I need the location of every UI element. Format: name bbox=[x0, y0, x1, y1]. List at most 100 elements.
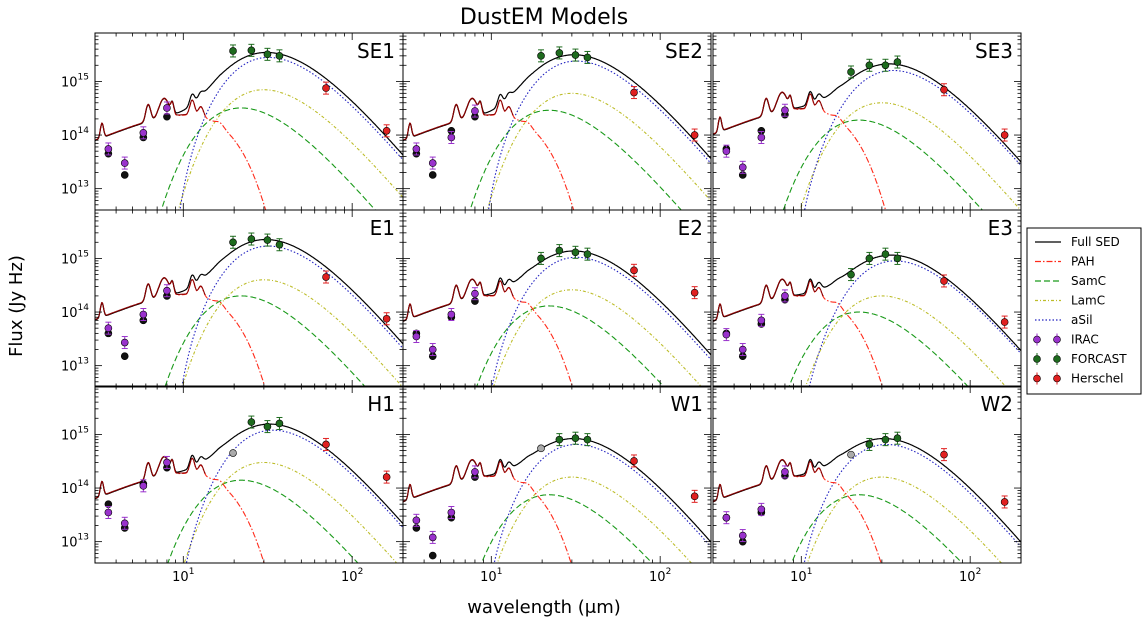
full-model-line bbox=[403, 250, 711, 356]
panel-se1: 1013 1014 1015 SE1 bbox=[61, 32, 404, 211]
forcast-point bbox=[865, 254, 874, 263]
grey-point bbox=[537, 444, 545, 453]
x-tick-label: 102 bbox=[341, 567, 363, 585]
forcast-point bbox=[881, 61, 890, 70]
irac-point bbox=[722, 330, 731, 339]
forcast-point bbox=[555, 49, 564, 57]
forcast-point bbox=[571, 434, 580, 443]
herschel-point bbox=[322, 273, 330, 281]
samc-model-line bbox=[475, 305, 665, 387]
y-tick-label: 1015 bbox=[61, 249, 89, 267]
pah-model-detail-line bbox=[95, 97, 206, 141]
herschel-point bbox=[382, 126, 391, 135]
lamc-model-line bbox=[806, 476, 1003, 563]
irac-point bbox=[139, 310, 148, 319]
black-model-point bbox=[428, 551, 437, 560]
pah-model-detail-line bbox=[95, 455, 206, 499]
legend-entry-asil: aSil bbox=[1035, 313, 1093, 327]
herschel-point bbox=[630, 88, 638, 97]
panel-label: E3 bbox=[988, 216, 1013, 240]
plot-area bbox=[403, 46, 711, 210]
irac-point bbox=[412, 516, 421, 525]
pah-model-detail-line bbox=[713, 458, 824, 502]
lamc-model-line bbox=[177, 89, 403, 210]
legend-label: IRAC bbox=[1071, 333, 1099, 347]
irac-point bbox=[471, 289, 479, 298]
herschel-point bbox=[690, 288, 699, 297]
lamc-model-line bbox=[496, 476, 693, 563]
y-axis-label: Flux (Jy Hz) bbox=[6, 255, 27, 357]
lamc-model-line bbox=[183, 461, 398, 563]
samc-model-line bbox=[167, 479, 359, 563]
irac-point bbox=[428, 345, 437, 354]
axis-ticks bbox=[712, 32, 1022, 211]
full-model-line bbox=[713, 254, 1021, 352]
forcast-point bbox=[881, 435, 890, 444]
irac-point bbox=[104, 508, 113, 517]
forcast-point bbox=[263, 50, 272, 59]
forcast-point bbox=[847, 270, 855, 279]
y-tick-label: 1014 bbox=[61, 479, 89, 497]
legend-marker bbox=[1053, 374, 1061, 383]
irac-point bbox=[428, 159, 437, 167]
irac-point bbox=[471, 468, 479, 476]
irac-point bbox=[757, 133, 766, 142]
x-tick-label: 101 bbox=[480, 567, 502, 585]
y-tick-label: 1014 bbox=[61, 126, 89, 144]
irac-point bbox=[412, 145, 421, 153]
legend-marker bbox=[1053, 355, 1061, 363]
irac-point bbox=[120, 338, 129, 347]
herschel-point bbox=[630, 266, 638, 275]
forcast-point bbox=[247, 235, 256, 243]
pah-model-detail-line bbox=[95, 277, 206, 321]
irac-point bbox=[738, 345, 747, 354]
irac-point bbox=[428, 533, 437, 542]
pah-model-detail-line bbox=[403, 458, 514, 502]
pah-model-detail-line bbox=[713, 91, 824, 135]
panel-se3: SE3 bbox=[712, 32, 1022, 211]
panels-grid: 1013 1014 1015 SE1 SE2 SE3 1013 1014 1015 E1 E2 E3 1… bbox=[61, 32, 1022, 585]
axis-ticks bbox=[402, 209, 712, 388]
irac-point bbox=[139, 129, 148, 137]
herschel-point bbox=[630, 457, 638, 465]
herschel-point bbox=[690, 492, 699, 501]
legend-entry-forcast: FORCAST bbox=[1033, 352, 1127, 366]
legend-label: Full SED bbox=[1071, 235, 1120, 249]
panel-e3: E3 bbox=[712, 209, 1022, 388]
axis-ticks bbox=[94, 32, 404, 211]
irac-point bbox=[781, 106, 789, 115]
legend-label: SamC bbox=[1071, 274, 1106, 288]
legend-entry-pah: PAH bbox=[1035, 255, 1095, 269]
lamc-model-line bbox=[799, 102, 1021, 210]
herschel-point bbox=[1000, 131, 1009, 139]
pah-model-detail-line bbox=[403, 97, 514, 141]
irac-point bbox=[447, 133, 456, 142]
herschel-point bbox=[940, 450, 948, 459]
legend-entry-irac: IRAC bbox=[1033, 333, 1099, 347]
forcast-point bbox=[555, 246, 564, 255]
forcast-point bbox=[229, 238, 237, 247]
forcast-point bbox=[893, 434, 902, 443]
panel-w2: 101 102 W2 bbox=[712, 385, 1022, 585]
plot-area bbox=[95, 415, 403, 563]
panel-label: E1 bbox=[370, 216, 395, 240]
full-model-line bbox=[95, 238, 403, 345]
herschel-point bbox=[940, 277, 948, 285]
x-tick-label: 102 bbox=[649, 567, 671, 585]
legend-marker bbox=[1033, 374, 1041, 383]
panel-se2: SE2 bbox=[402, 32, 712, 211]
asil-model-line bbox=[487, 60, 711, 210]
legend-entry-lamc: LamC bbox=[1035, 294, 1105, 308]
forcast-point bbox=[537, 52, 545, 60]
legend-entry-samc: SamC bbox=[1035, 274, 1106, 288]
irac-point bbox=[412, 332, 421, 341]
plot-area bbox=[95, 232, 403, 387]
axis-ticks bbox=[94, 209, 404, 388]
black-model-point bbox=[428, 171, 437, 179]
legend-marker bbox=[1033, 355, 1041, 363]
panel-label: SE3 bbox=[975, 39, 1013, 63]
panel-label: SE1 bbox=[357, 39, 395, 63]
irac-point bbox=[738, 163, 747, 172]
forcast-point bbox=[893, 254, 902, 263]
forcast-point bbox=[275, 52, 284, 60]
